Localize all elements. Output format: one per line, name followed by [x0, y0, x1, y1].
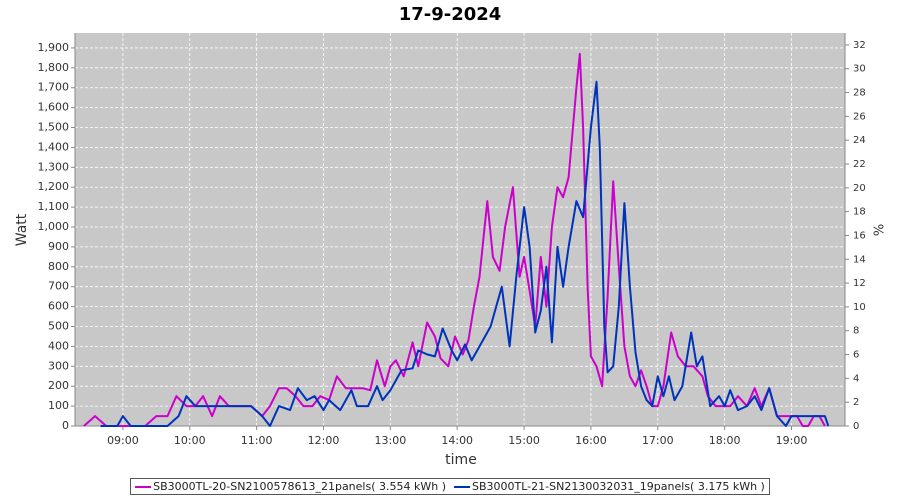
- series-line: [83, 52, 826, 427]
- legend-item: SB3000TL-21-SN2130032031_19panels( 3.175…: [454, 480, 765, 493]
- x-tick-label: 13:00: [375, 434, 407, 447]
- chart: 17-9-2024 time Watt % 010020030040050060…: [14, 4, 888, 468]
- legend-box: SB3000TL-20-SN2100578613_21panels( 3.554…: [130, 478, 770, 495]
- y2-tick-label: 16: [853, 230, 866, 241]
- x-tick-label: 09:00: [107, 434, 139, 447]
- legend-swatch: [454, 485, 470, 488]
- y2-tick-label: 18: [853, 207, 866, 218]
- legend-swatch: [135, 485, 152, 488]
- series-line: [100, 80, 830, 427]
- y2-tick-label: 4: [853, 373, 859, 384]
- x-tick-label: 14:00: [441, 434, 473, 447]
- y2-tick-label: 2: [853, 397, 859, 408]
- y-tick-label: 1,100: [38, 200, 70, 213]
- y2-tick-label: 10: [853, 302, 866, 313]
- y2-tick-label: 30: [853, 64, 866, 75]
- x-axis-label: time: [445, 452, 477, 468]
- y-tick-label: 500: [48, 320, 69, 333]
- y-tick-label: 1,000: [38, 220, 70, 233]
- y-tick-label: 1,800: [38, 61, 70, 74]
- y-tick-label: 400: [48, 339, 69, 352]
- y2-tick-label: 14: [853, 254, 866, 265]
- y2-tick-label: 32: [853, 40, 866, 51]
- y2-tick-label: 12: [853, 278, 866, 289]
- y2-tick-label: 24: [853, 135, 866, 146]
- plot-area: [75, 33, 845, 426]
- y-tick-label: 1,600: [38, 101, 70, 114]
- y-tick-label: 800: [48, 260, 69, 273]
- legend: SB3000TL-20-SN2100578613_21panels( 3.554…: [0, 478, 900, 495]
- y-tick-label: 100: [48, 399, 69, 412]
- y2-tick-label: 26: [853, 111, 866, 122]
- chart-title: 17-9-2024: [399, 4, 502, 25]
- x-tick-label: 16:00: [575, 434, 607, 447]
- y2-tick-label: 20: [853, 183, 866, 194]
- y-tick-label: 700: [48, 280, 69, 293]
- y-tick-label: 1,500: [38, 121, 70, 134]
- y2-tick-label: 0: [853, 421, 859, 432]
- y-tick-label: 1,700: [38, 81, 70, 94]
- legend-label: SB3000TL-21-SN2130032031_19panels( 3.175…: [472, 480, 765, 493]
- y-tick-label: 900: [48, 240, 69, 253]
- grid: [75, 33, 845, 427]
- x-tick-label: 12:00: [308, 434, 340, 447]
- y2-tick-label: 6: [853, 350, 859, 361]
- y2-tick-label: 8: [853, 326, 859, 337]
- y2-axis-label: %: [873, 224, 888, 236]
- y-tick-label: 1,400: [38, 140, 70, 153]
- x-tick-label: 19:00: [776, 434, 808, 447]
- x-tick-label: 11:00: [241, 434, 273, 447]
- x-tick-label: 18:00: [709, 434, 741, 447]
- x-tick-label: 15:00: [508, 434, 540, 447]
- y-axis-label: Watt: [14, 213, 30, 246]
- y2-tick-label: 22: [853, 159, 866, 170]
- y-tick-label: 300: [48, 359, 69, 372]
- y2-tick-label: 28: [853, 88, 866, 99]
- y-tick-label: 1,300: [38, 160, 70, 173]
- y-tick-label: 600: [48, 300, 69, 313]
- y-tick-label: 200: [48, 379, 69, 392]
- y-tick-label: 0: [62, 419, 69, 432]
- x-tick-label: 17:00: [642, 434, 674, 447]
- legend-label: SB3000TL-20-SN2100578613_21panels( 3.554…: [153, 480, 446, 493]
- y-tick-label: 1,200: [38, 180, 70, 193]
- legend-item: SB3000TL-20-SN2100578613_21panels( 3.554…: [135, 480, 446, 493]
- x-tick-label: 10:00: [174, 434, 206, 447]
- y-tick-label: 1,900: [38, 41, 70, 54]
